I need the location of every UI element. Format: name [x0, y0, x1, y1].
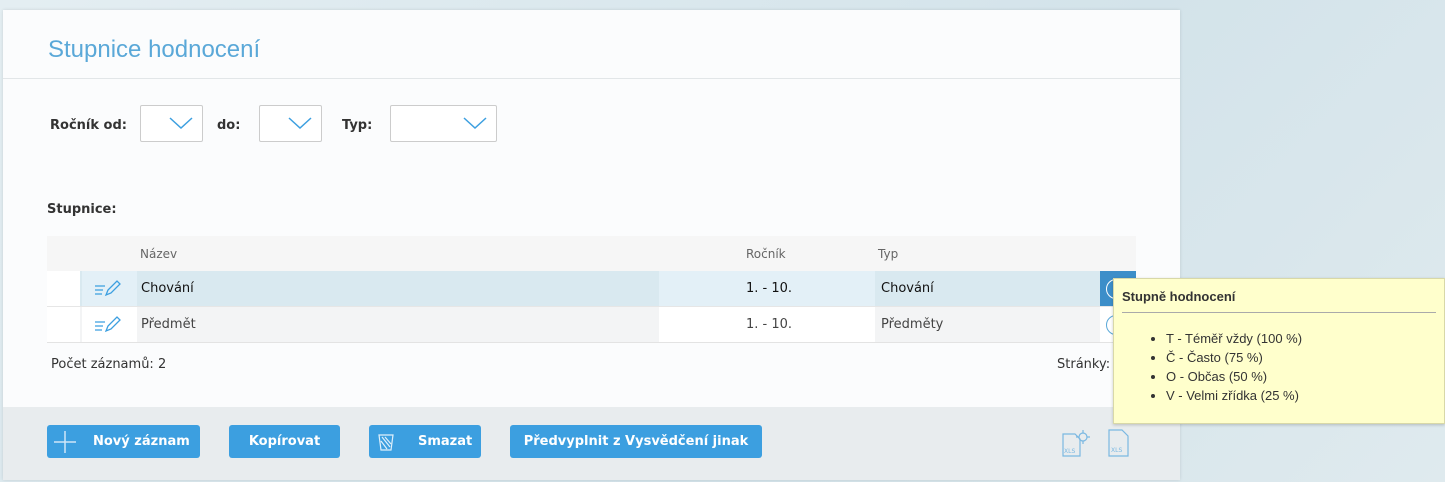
new-record-button[interactable]: Nový záznam [47, 425, 200, 458]
record-count: Počet záznamů: 2 [51, 357, 167, 372]
svg-text:XLS: XLS [1111, 447, 1122, 454]
prefill-button[interactable]: Předvyplnit z Vysvědčení jinak [510, 425, 762, 458]
copy-button[interactable]: Kopírovat [229, 425, 340, 458]
tooltip-item: Č - Často (75 %) [1166, 348, 1444, 367]
rocnik-do-select[interactable] [259, 105, 322, 142]
rocnik-od-select[interactable] [140, 105, 203, 142]
page-title: Stupnice hodnocení [48, 36, 261, 63]
chevron-down-icon [463, 117, 487, 130]
row-nazev: Předmět [141, 317, 196, 332]
column-header-typ[interactable]: Typ [878, 246, 899, 261]
section-label: Stupnice: [47, 202, 117, 217]
tooltip-item: T - Téměř vždy (100 %) [1166, 329, 1444, 348]
xls-export-settings-icon[interactable]: XLS [1061, 428, 1091, 462]
tooltip-title: Stupně hodnocení [1122, 289, 1236, 304]
pages-label: Stránky: [1057, 357, 1111, 372]
column-header-nazev[interactable]: Název [140, 246, 178, 261]
grades-tooltip: Stupně hodnocení T - Téměř vždy (100 %) … [1113, 278, 1445, 424]
divider [3, 78, 1180, 79]
row-nazev: Chování [141, 281, 194, 296]
typ-label: Typ: [342, 118, 373, 133]
plus-icon [54, 430, 76, 453]
table-row[interactable]: Předmět 1. - 10. Předměty i [47, 307, 1136, 343]
row-rocnik: 1. - 10. [659, 307, 875, 342]
chevron-down-icon [288, 117, 312, 130]
main-panel: Stupnice hodnocení Ročník od: do: Typ: S… [3, 10, 1180, 480]
xls-export-icon[interactable]: XLS [1107, 428, 1131, 462]
row-rocnik: 1. - 10. [659, 271, 875, 306]
trash-icon [378, 433, 394, 451]
svg-text:XLS: XLS [1064, 448, 1075, 455]
tooltip-item: O - Občas (50 %) [1166, 367, 1444, 386]
table-header: Název Ročník Typ [47, 236, 1136, 271]
table-row[interactable]: Chování 1. - 10. Chování i [47, 271, 1136, 307]
do-label: do: [217, 118, 241, 133]
delete-button[interactable]: Smazat [369, 425, 481, 458]
rocnik-od-label: Ročník od: [50, 118, 127, 133]
edit-icon[interactable] [82, 307, 137, 342]
typ-select[interactable] [390, 105, 497, 142]
chevron-down-icon [169, 117, 193, 130]
row-typ: Předměty [881, 317, 944, 332]
row-typ: Chování [881, 281, 934, 296]
column-header-rocnik[interactable]: Ročník [746, 246, 786, 261]
edit-icon[interactable] [82, 271, 137, 306]
tooltip-divider [1122, 312, 1436, 313]
tooltip-item: V - Velmi zřídka (25 %) [1166, 386, 1444, 405]
